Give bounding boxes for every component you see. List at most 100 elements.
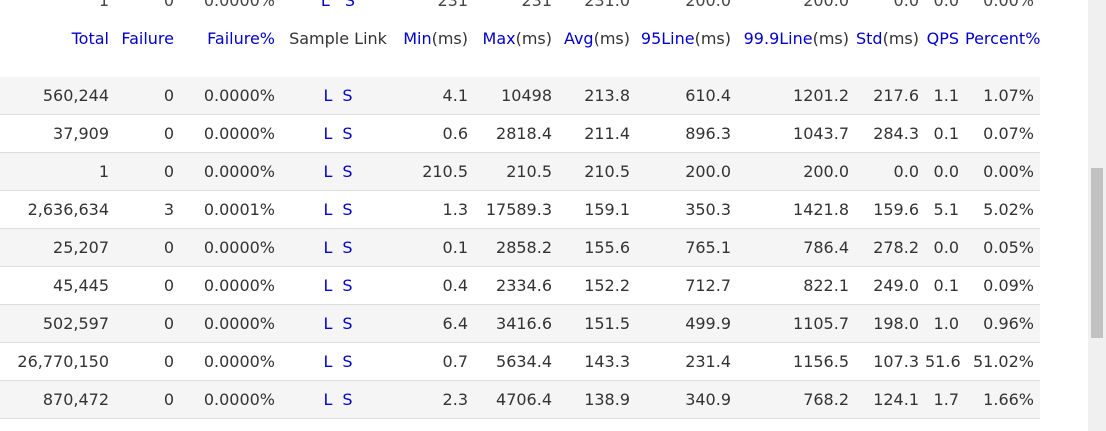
sample-link[interactable]: S <box>342 352 353 371</box>
log-link[interactable]: L <box>323 86 333 105</box>
sample-link[interactable]: S <box>342 86 353 105</box>
cell-failure-pct: 0.0000% <box>180 381 281 419</box>
cell-percent: 1.07% <box>965 77 1040 115</box>
log-link[interactable]: L <box>323 390 333 409</box>
cell-95line: 712.7 <box>636 267 737 305</box>
cell-min: 0.7 <box>395 343 474 381</box>
cell-total: 1 <box>0 153 115 191</box>
cell-999line: 1201.2 <box>737 77 855 115</box>
cell-95line: 200.0 <box>636 153 737 191</box>
log-link[interactable]: L <box>323 238 333 257</box>
cell-999line: 1043.7 <box>737 115 855 153</box>
header-max[interactable]: Max(ms) <box>474 20 558 58</box>
cell-min: 210.5 <box>395 153 474 191</box>
cell-failure-pct: 0.0000% <box>180 229 281 267</box>
cell-std: 107.3 <box>855 343 925 381</box>
cell-total: 45,445 <box>0 267 115 305</box>
cell-avg: 159.1 <box>558 191 636 229</box>
cell-95line: 610.4 <box>636 77 737 115</box>
cell-std: 198.0 <box>855 305 925 343</box>
cell-max: 4706.4 <box>474 381 558 419</box>
header-sample-link: Sample Link <box>289 29 387 48</box>
cell-min: 0.1 <box>395 229 474 267</box>
log-link[interactable]: L <box>323 162 333 181</box>
cell-percent: 51.02% <box>965 343 1040 381</box>
sample-link[interactable]: S <box>342 200 353 219</box>
cell-failure: 0 <box>115 305 180 343</box>
header-95line-unit: (ms) <box>694 29 731 48</box>
log-link[interactable]: L <box>323 200 333 219</box>
cell-avg: 231.0 <box>584 0 630 10</box>
header-95line[interactable]: 95Line(ms) <box>636 20 737 58</box>
log-link[interactable]: L <box>320 0 330 10</box>
log-link[interactable]: L <box>323 124 333 143</box>
cell-failure: 0 <box>115 229 180 267</box>
cell-qps: 5.1 <box>925 191 965 229</box>
cell-max: 10498 <box>474 77 558 115</box>
header-999line-unit: (ms) <box>812 29 849 48</box>
sample-link[interactable]: S <box>342 124 353 143</box>
cell-failure: 0 <box>115 153 180 191</box>
cell-999line: 200.0 <box>803 0 849 10</box>
cell-avg: 143.3 <box>558 343 636 381</box>
cell-percent: 0.00% <box>965 153 1040 191</box>
cell-avg: 213.8 <box>558 77 636 115</box>
header-95line-label: 95Line <box>640 29 695 48</box>
header-999line[interactable]: 99.9Line(ms) <box>737 20 855 58</box>
header-percent[interactable]: Percent% <box>965 29 1041 48</box>
cell-avg: 210.5 <box>558 153 636 191</box>
cell-failure-pct: 0.0001% <box>180 191 281 229</box>
sample-link[interactable]: S <box>342 162 353 181</box>
sample-link[interactable]: S <box>342 238 353 257</box>
log-link[interactable]: L <box>323 352 333 371</box>
sample-link[interactable]: S <box>342 390 353 409</box>
header-total[interactable]: Total <box>71 29 109 48</box>
sample-link[interactable]: S <box>342 314 353 333</box>
cell-min: 1.3 <box>395 191 474 229</box>
cell-failure-pct: 0.0000% <box>180 267 281 305</box>
header-std-unit: (ms) <box>882 29 919 48</box>
header-avg-unit: (ms) <box>593 29 630 48</box>
sample-link[interactable]: S <box>344 0 356 10</box>
log-link[interactable]: L <box>323 314 333 333</box>
cell-qps: 0.0 <box>925 153 965 191</box>
cell-std: 0.0 <box>893 0 919 10</box>
header-qps[interactable]: QPS <box>926 29 959 48</box>
cell-total: 37,909 <box>0 115 115 153</box>
cell-total: 502,597 <box>0 305 115 343</box>
cell-min: 0.6 <box>395 115 474 153</box>
header-failure-pct[interactable]: Failure% <box>207 29 275 48</box>
log-link[interactable]: L <box>323 276 333 295</box>
scrollbar-thumb[interactable] <box>1091 168 1103 338</box>
cell-max: 2334.6 <box>474 267 558 305</box>
cell-percent: 0.07% <box>965 115 1040 153</box>
header-std-label: Std <box>856 29 883 48</box>
cell-percent: 0.00% <box>983 0 1034 10</box>
sample-link[interactable]: S <box>342 276 353 295</box>
cell-percent: 0.96% <box>965 305 1040 343</box>
header-avg[interactable]: Avg(ms) <box>558 20 636 58</box>
cell-total: 1 <box>98 0 109 10</box>
cell-percent: 0.09% <box>965 267 1040 305</box>
header-999line-label: 99.9Line <box>743 29 813 48</box>
header-min[interactable]: Min(ms) <box>395 20 474 58</box>
cell-avg: 155.6 <box>558 229 636 267</box>
cell-max: 210.5 <box>474 153 558 191</box>
cell-999line: 768.2 <box>737 381 855 419</box>
header-failure[interactable]: Failure <box>121 29 174 48</box>
cell-95line: 765.1 <box>636 229 737 267</box>
cell-qps: 51.6 <box>925 343 965 381</box>
vertical-scrollbar[interactable] <box>1088 0 1106 431</box>
cell-failure: 0 <box>163 0 174 10</box>
header-avg-label: Avg <box>563 29 594 48</box>
cell-failure: 0 <box>115 267 180 305</box>
header-std[interactable]: Std(ms) <box>855 20 925 58</box>
cell-max: 5634.4 <box>474 343 558 381</box>
cell-min: 6.4 <box>395 305 474 343</box>
